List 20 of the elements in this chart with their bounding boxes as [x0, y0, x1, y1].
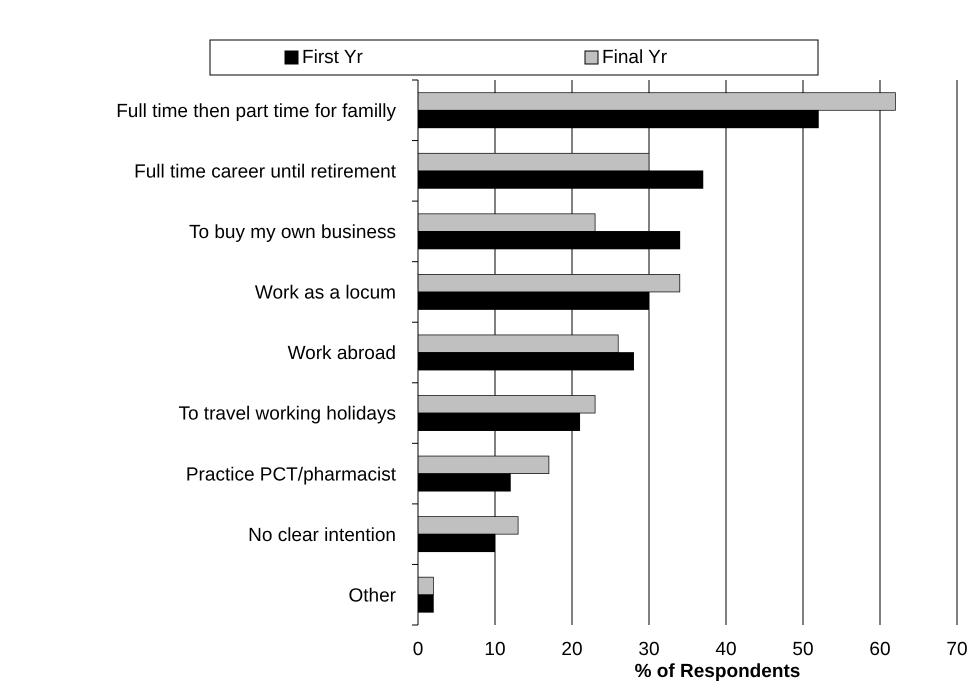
legend-label: Final Yr	[602, 47, 668, 68]
x-tick-label: 40	[715, 639, 737, 660]
y-tick-label: Work abroad	[288, 343, 396, 364]
x-axis-title: % of Respondents	[634, 661, 800, 682]
legend-label: First Yr	[302, 47, 364, 68]
y-tick-label: Full time career until retirement	[134, 161, 397, 182]
y-tick-label: Other	[348, 585, 397, 606]
y-tick-label: Practice PCT/pharmacist	[186, 464, 397, 486]
x-tick-label: 20	[561, 639, 583, 660]
x-tick-label: 30	[638, 639, 660, 660]
x-tick-label: 60	[869, 639, 891, 660]
y-tick-label: To travel working holidays	[178, 404, 396, 425]
x-tick-label: 70	[946, 639, 968, 660]
y-tick-label: Work as a locum	[254, 282, 396, 304]
y-tick-label: Full time then part time for familly	[116, 100, 396, 122]
x-tick-label: 0	[412, 639, 424, 660]
x-tick-label: 50	[792, 639, 814, 660]
y-tick-label: To buy my own business	[189, 222, 396, 244]
y-tick-label: No clear intention	[248, 524, 396, 546]
x-tick-label: 10	[484, 639, 506, 660]
